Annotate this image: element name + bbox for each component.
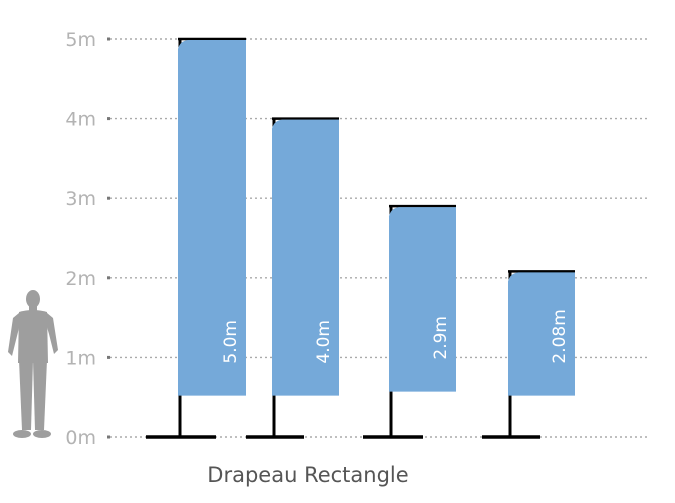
height-scale: 0m 1m 2m 3m 4m 5m <box>65 29 96 449</box>
flag: 2.08m <box>482 270 575 439</box>
flag-height-label: 2.9m <box>431 316 451 360</box>
tick-label: 2m <box>65 268 96 290</box>
flag-height-label: 2.08m <box>550 309 570 363</box>
diagram-caption: Drapeau Rectangle <box>207 463 408 487</box>
tick-mark <box>107 117 110 121</box>
tick-mark <box>107 37 110 41</box>
person-silhouette-icon <box>8 290 58 438</box>
flag: 4.0m <box>246 117 339 439</box>
flag-fabric <box>389 207 456 392</box>
flag: 5.0m <box>146 37 246 439</box>
tick-label: 4m <box>65 109 96 131</box>
tick-label: 0m <box>65 427 96 449</box>
tick-label: 5m <box>65 29 96 51</box>
flag-height-label: 5.0m <box>221 320 241 364</box>
tick-label: 1m <box>65 347 96 369</box>
tick-mark <box>107 435 110 439</box>
flags: 5.0m 4.0m 2.9m 2.08m <box>146 37 575 439</box>
flag-height-label: 4.0m <box>314 320 334 364</box>
flag: 2.9m <box>363 204 456 439</box>
tick-mark <box>107 355 110 359</box>
flag-fabric <box>178 40 246 396</box>
tick-mark <box>107 196 110 200</box>
tick-mark <box>107 276 110 280</box>
flag-fabric <box>272 119 339 396</box>
tick-label: 3m <box>65 188 96 210</box>
flag-fabric <box>508 272 575 396</box>
